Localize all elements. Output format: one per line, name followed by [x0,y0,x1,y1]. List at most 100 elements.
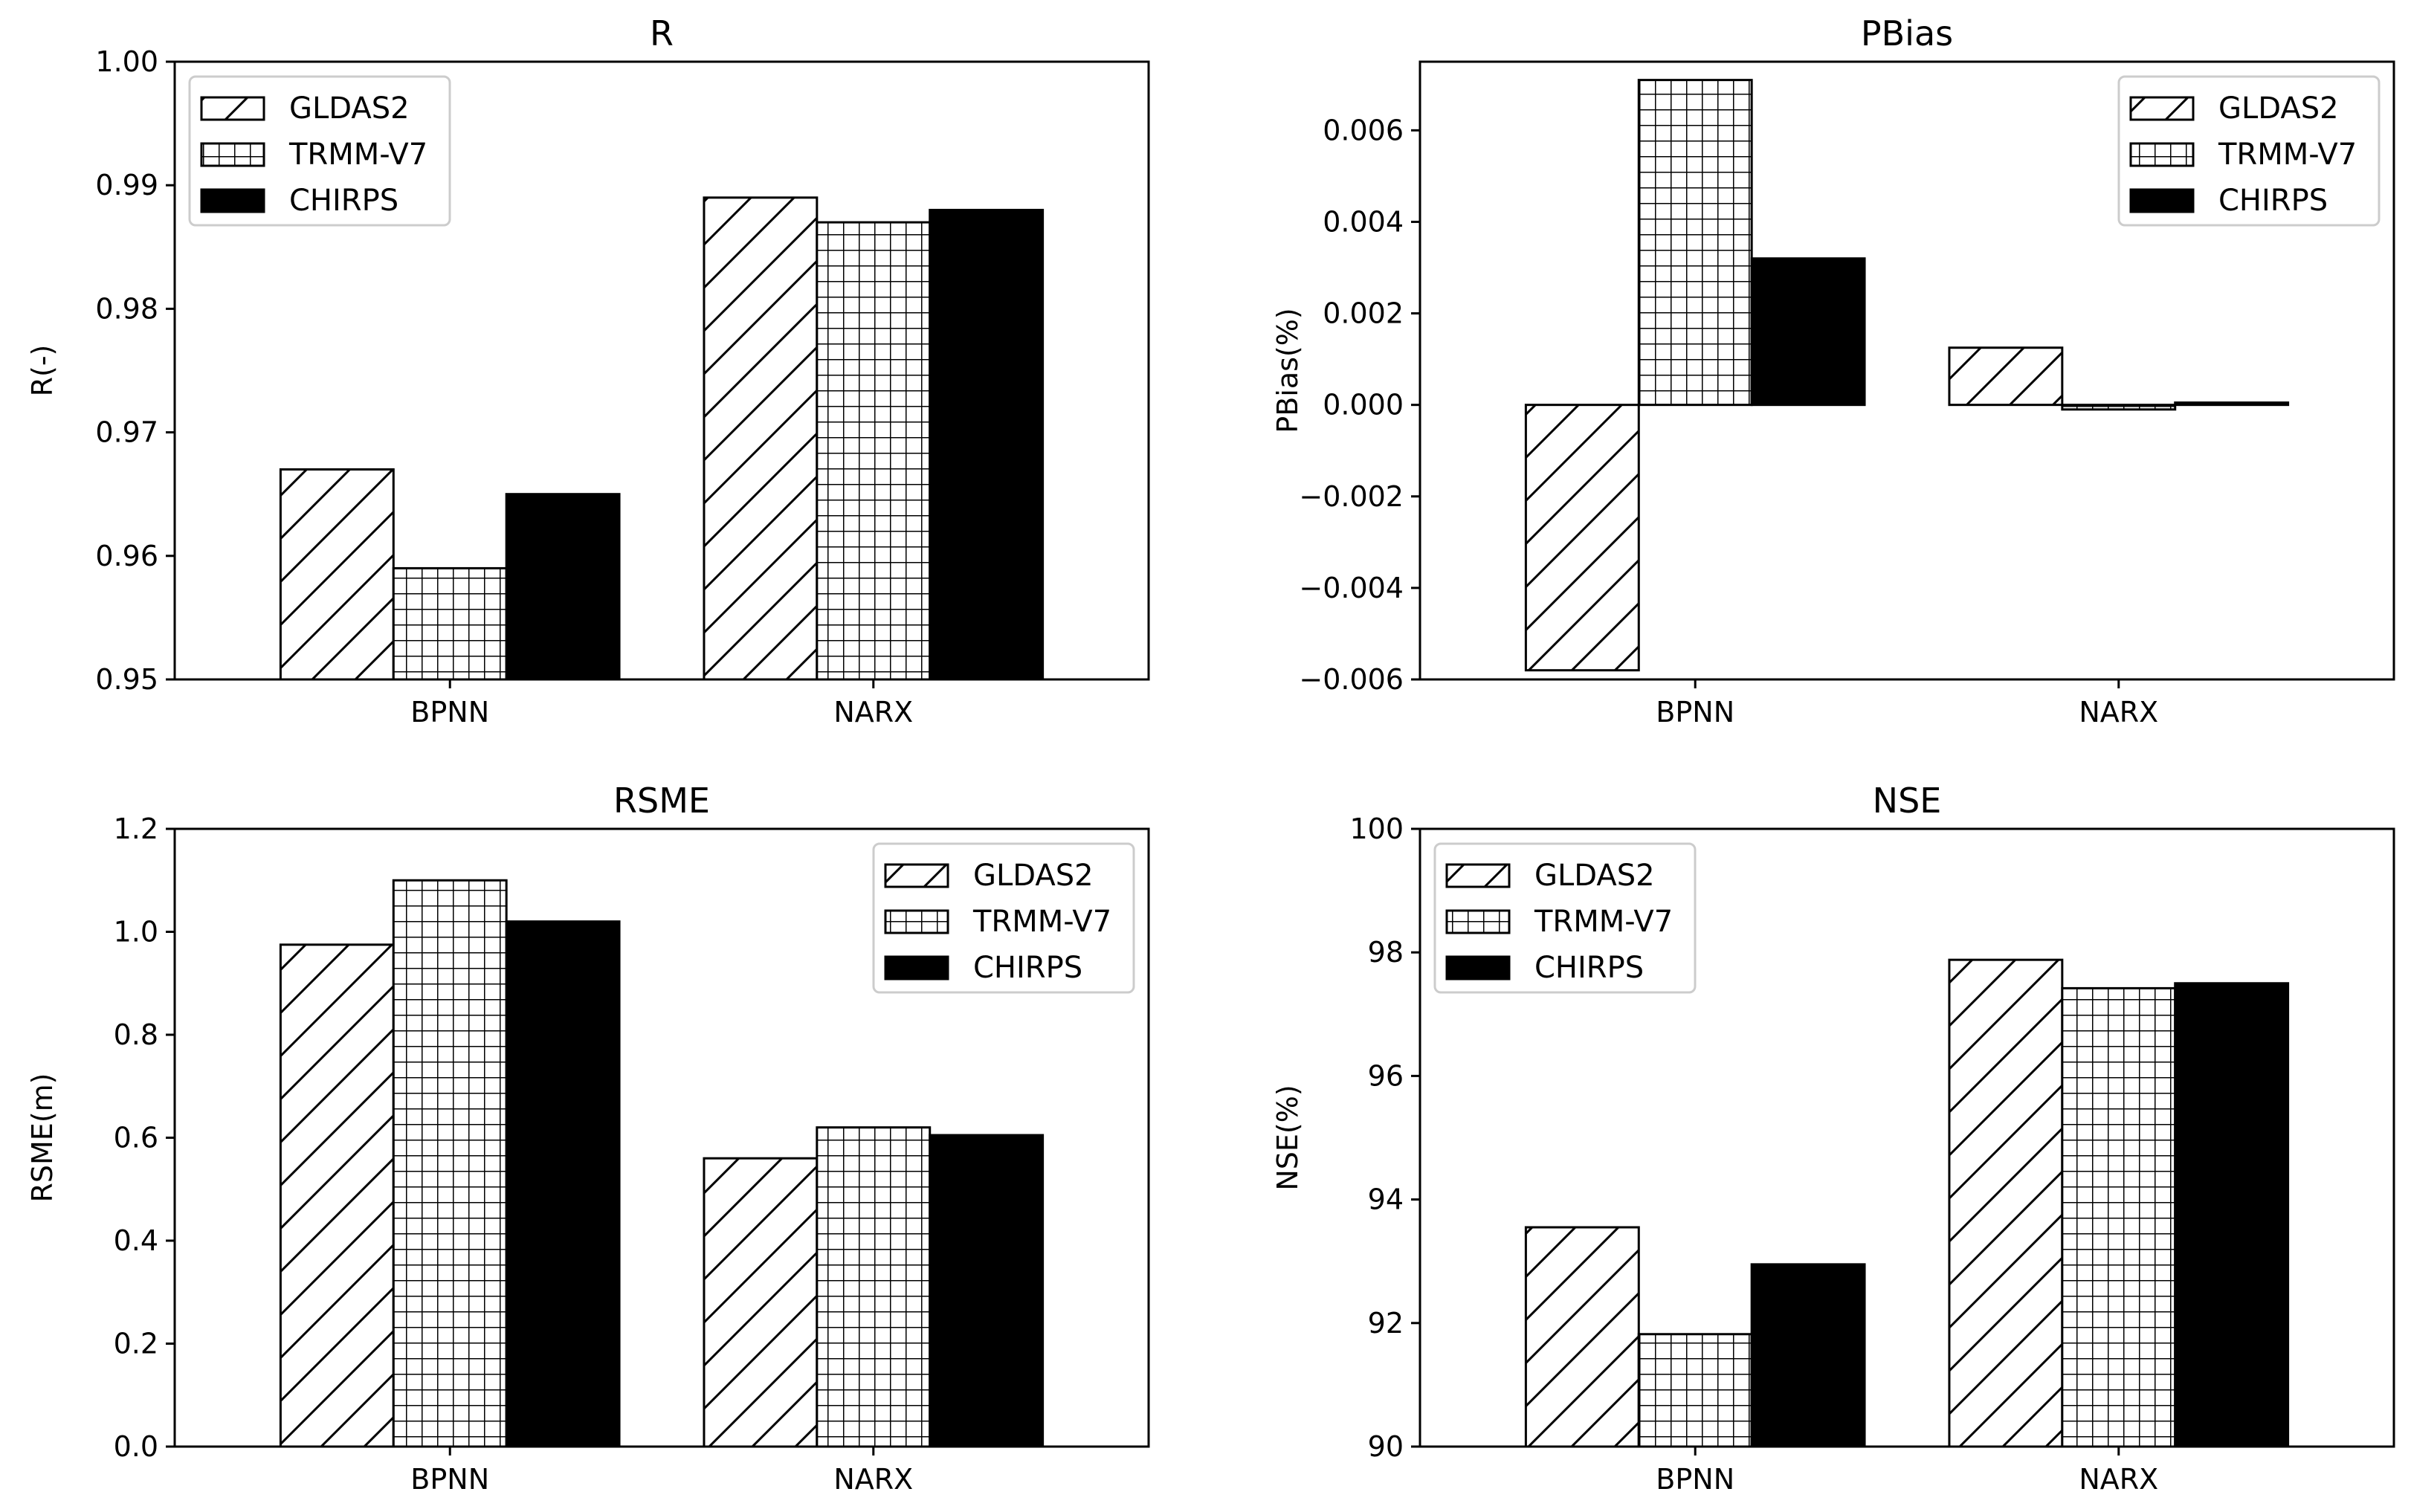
legend-swatch-gldas2 [1445,863,1511,888]
y-tick-label: 92 [1368,1307,1404,1340]
bar-trmm-v7-bpnn [1637,79,1753,407]
bar-chirps-narx [2174,401,2290,407]
y-tick-label: 0.8 [114,1018,158,1051]
y-tick-label: 0.98 [95,292,158,325]
legend-swatch-chirps [2129,188,2195,213]
chart-title: NSE [1873,781,1942,821]
y-tick-label: 0.2 [114,1328,158,1360]
chart-panel-rsme: 0.0 0.2 0.4 0.6 0.8 1.0 1.2 BPNN NARX RSME RSME(m)… [26,781,1150,1496]
bar-trmm-v7-narx [2061,986,2177,1448]
y-axis-label: NSE(%) [1271,1085,1304,1190]
y-tick-label: 0.002 [1323,297,1404,330]
legend: GLDAS2 TRMM-V7 CHIRPS [872,842,1135,994]
y-tick-label: 0.95 [95,663,158,696]
y-axis-label: R(-) [26,345,59,397]
y-tick-label: 0.0 [114,1430,158,1463]
chart-panel-pbias: −0.006 −0.004 −0.002 0.000 0.002 0.004 0.006 BP… [1271,13,2395,728]
axes-frame [1418,827,2395,1448]
y-tick-label: 0.6 [114,1122,158,1154]
bar-gldas2-narx [1948,958,2064,1448]
y-tick-label: −0.002 [1299,480,1404,513]
legend-label-chirps: CHIRPS [1534,951,1644,985]
legend-swatch-chirps [884,955,949,980]
bar-trmm-v7-bpnn [1637,1333,1753,1448]
x-tick-label-bpnn: BPNN [1656,696,1734,728]
chart-panel-r: 0.95 0.96 0.97 0.98 0.99 1.00 BPNN NARX R R(-) GLD… [26,13,1150,728]
bar-chirps-bpnn [505,920,621,1448]
legend-label-gldas2: GLDAS2 [973,859,1094,893]
bar-gldas2-narx [703,196,819,681]
y-tick-label: 1.00 [95,45,158,78]
chart-title: R [650,13,674,54]
x-tick-label-bpnn: BPNN [410,696,489,728]
y-axis-label: RSME(m) [26,1073,59,1203]
y-tick-label: 98 [1368,936,1404,969]
chart-title: RSME [613,781,710,821]
bar-trmm-v7-bpnn [392,566,508,681]
y-tick-label: 0.97 [95,416,158,449]
bar-chirps-narx [2174,982,2290,1448]
y-tick-label: 0.004 [1323,205,1404,238]
legend-label-gldas2: GLDAS2 [2218,91,2339,126]
y-tick-label: 90 [1368,1430,1404,1463]
legend: GLDAS2 TRMM-V7 CHIRPS [188,75,451,227]
legend: GLDAS2 TRMM-V7 CHIRPS [1433,842,1697,994]
y-axis-label: PBias(%) [1271,308,1304,433]
legend-swatch-trmm-v7 [884,909,949,934]
y-tick-label: −0.004 [1299,572,1404,604]
x-tick-label-narx: NARX [2079,696,2158,728]
y-tick-label: 100 [1349,812,1404,845]
y-tick-label: 0.006 [1323,114,1404,146]
legend-swatch-trmm-v7 [1445,909,1511,934]
legend-label-gldas2: GLDAS2 [289,91,410,126]
chart-title: PBias [1861,13,1953,54]
chart-panel-nse: 90 92 94 96 98 100 BPNN NARX NSE NSE(%) GLDAS2 TRMM… [1271,781,2395,1496]
y-tick-label: 0.4 [114,1224,158,1257]
bar-gldas2-bpnn [279,468,395,681]
legend-label-gldas2: GLDAS2 [1534,859,1655,893]
x-tick-label-narx: NARX [833,696,913,728]
y-tick-label: 0.000 [1323,389,1404,421]
bar-chirps-bpnn [1750,1263,1866,1448]
y-tick-label: 0.96 [95,540,158,572]
legend-label-trmm-v7: TRMM-V7 [2218,138,2357,172]
bar-trmm-v7-narx [816,1126,932,1448]
y-tick-label: 96 [1368,1059,1404,1092]
x-tick-label-narx: NARX [2079,1463,2158,1496]
legend-swatch-gldas2 [884,863,949,888]
bar-gldas2-narx [1948,346,2064,407]
bar-trmm-v7-bpnn [392,879,508,1448]
legend-label-trmm-v7: TRMM-V7 [288,138,427,172]
bar-chirps-narx [929,208,1045,681]
y-tick-label: −0.006 [1299,663,1404,696]
legend-swatch-chirps [1445,955,1511,980]
x-tick-label-narx: NARX [833,1463,913,1496]
legend-label-chirps: CHIRPS [973,951,1082,985]
legend-swatch-gldas2 [2129,96,2195,121]
legend-label-trmm-v7: TRMM-V7 [972,905,1111,939]
y-tick-label: 94 [1368,1183,1404,1216]
y-tick-label: 1.0 [114,916,158,949]
axes-frame [1418,60,2395,681]
legend-label-chirps: CHIRPS [289,184,398,218]
x-tick-label-bpnn: BPNN [1656,1463,1734,1496]
legend-label-trmm-v7: TRMM-V7 [1534,905,1673,939]
bar-gldas2-bpnn [1524,1226,1640,1448]
bar-gldas2-bpnn [279,943,395,1448]
bar-chirps-bpnn [1750,257,1866,407]
axes-frame [173,60,1150,681]
legend-swatch-chirps [200,188,265,213]
bar-gldas2-bpnn [1524,404,1640,672]
bar-trmm-v7-narx [2061,404,2177,411]
legend-swatch-trmm-v7 [200,142,265,167]
bar-gldas2-narx [703,1157,819,1448]
legend-label-chirps: CHIRPS [2218,184,2328,218]
legend: GLDAS2 TRMM-V7 CHIRPS [2117,75,2381,227]
legend-swatch-trmm-v7 [2129,142,2195,167]
y-tick-label: 0.99 [95,169,158,201]
x-tick-label-bpnn: BPNN [410,1463,489,1496]
bar-chirps-narx [929,1134,1045,1448]
bar-trmm-v7-narx [816,221,932,681]
bar-chirps-bpnn [505,493,621,681]
